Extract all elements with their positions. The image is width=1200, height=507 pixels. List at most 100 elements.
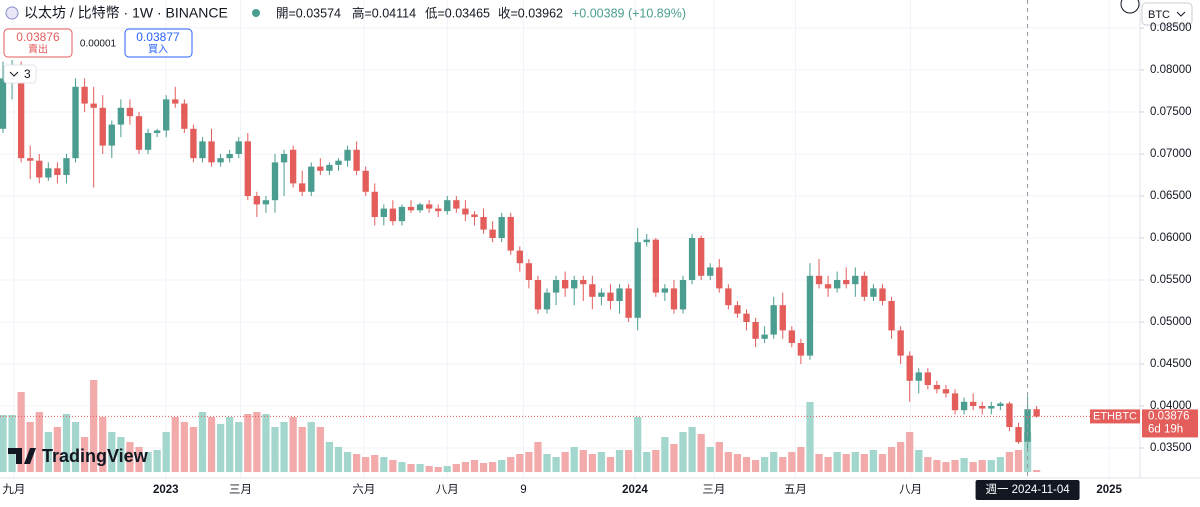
volume-bar: [99, 417, 107, 472]
volume-bar: [53, 427, 62, 472]
volume-bar: [162, 432, 170, 472]
volume-bar: [17, 392, 25, 472]
volume-bar: [434, 467, 442, 472]
candle-body: [725, 288, 732, 306]
volume-bar: [352, 454, 361, 472]
overlay-layer: [0, 0, 1140, 478]
buy-button[interactable]: [124, 28, 193, 58]
x-tick-label: 五月: [784, 484, 807, 496]
indicator-toggle[interactable]: [3, 64, 37, 84]
candle-body: [824, 284, 832, 289]
candle-body: [317, 166, 324, 171]
candle-body: [435, 208, 442, 212]
crosshair-label: 週一 2024-11-04: [985, 483, 1070, 496]
candle-body: [1015, 427, 1022, 443]
volume-bar: [588, 454, 596, 472]
candle-body: [679, 279, 687, 310]
volume-bar: [679, 432, 687, 472]
candle-body: [190, 128, 197, 159]
settings-icon[interactable]: [1120, 0, 1140, 14]
candle-body: [54, 168, 61, 175]
volume-bar: [407, 464, 415, 472]
volume-bar: [525, 452, 533, 472]
candle-body: [344, 149, 351, 161]
currency-select[interactable]: [1141, 2, 1193, 26]
candle-body: [181, 103, 188, 129]
volume-bar: [26, 422, 34, 472]
candle-body: [280, 153, 288, 163]
brand: TradingView: [42, 446, 149, 466]
volume-bar: [416, 464, 424, 472]
y-tick-label: 0.03500: [1150, 442, 1192, 454]
volume-bar: [742, 457, 751, 472]
candle-body: [643, 239, 650, 243]
candle-body: [108, 124, 115, 146]
symbol-title[interactable]: 以太坊 / 比特幣 · 1W · BINANCE: [24, 5, 228, 21]
volume-bar: [488, 462, 497, 472]
candle-body: [335, 160, 342, 165]
volume-bar: [751, 460, 760, 472]
x-tick-label: 六月: [352, 483, 375, 496]
volume-bar: [62, 414, 71, 472]
volume-bar: [516, 454, 524, 472]
candle-body: [571, 279, 578, 289]
candle-body: [652, 239, 659, 293]
candle-body: [153, 130, 161, 133]
candle-body: [480, 216, 487, 230]
candle-body: [253, 195, 261, 205]
candle-body: [716, 267, 723, 289]
candle-body: [924, 372, 932, 386]
volume-bar: [180, 422, 188, 472]
volume-bar: [80, 437, 89, 472]
candle-body: [888, 300, 895, 331]
candle-body: [870, 288, 877, 297]
volume-bar: [634, 417, 642, 472]
candle-body: [271, 162, 279, 201]
volume-bar: [597, 452, 606, 472]
candle-body: [707, 267, 714, 276]
candle-body: [852, 275, 859, 285]
candle-body: [135, 116, 143, 150]
candle-body: [552, 279, 560, 293]
candle-body: [163, 99, 170, 131]
candle-body: [797, 343, 805, 356]
x-tick-label: 2025: [1096, 484, 1122, 496]
volume-bar: [915, 450, 923, 472]
sell-button[interactable]: [3, 28, 73, 58]
candle-body: [697, 237, 705, 276]
candle-body: [199, 141, 206, 159]
x-tick-label: 九月: [2, 483, 25, 496]
volume-bar: [235, 422, 243, 472]
y-tick-label: 0.06500: [1150, 190, 1192, 202]
x-tick-label: 三月: [702, 484, 725, 496]
candle-body: [897, 330, 904, 356]
candle-body: [997, 403, 1004, 407]
volume-bar: [398, 462, 406, 472]
volume-bar: [960, 458, 968, 472]
candle-body: [670, 288, 678, 310]
y-tick-label: 0.08500: [1150, 22, 1192, 34]
candle-body: [833, 279, 841, 289]
volume-bar: [779, 457, 787, 472]
volume-bar: [788, 452, 796, 472]
volume-bar: [207, 417, 216, 472]
volume-bar: [615, 450, 624, 472]
candle-body: [607, 292, 614, 301]
currency: BTC: [1148, 9, 1170, 21]
crosshair-tag: [975, 480, 1080, 500]
candle-body: [462, 208, 469, 215]
volume-bar: [806, 402, 814, 472]
volume-bar: [108, 432, 116, 472]
candle-body: [72, 86, 79, 159]
volume-bar: [226, 417, 234, 472]
candle-body: [0, 78, 7, 129]
volume-bar: [606, 457, 615, 472]
candle-body: [90, 103, 97, 108]
candle-body: [770, 305, 777, 335]
candle-body: [144, 132, 152, 150]
candle-body: [172, 99, 179, 104]
candle-body: [589, 284, 596, 297]
candle-body: [933, 385, 941, 390]
volume-bar: [715, 442, 723, 472]
candle-body: [879, 288, 886, 301]
